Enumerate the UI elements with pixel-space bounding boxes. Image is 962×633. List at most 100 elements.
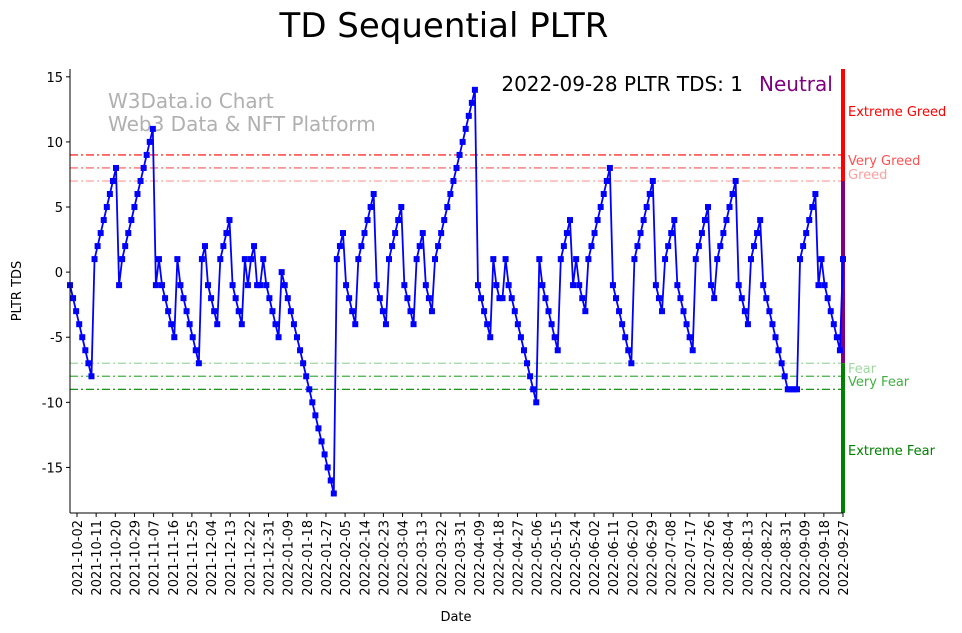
data-point [140, 164, 147, 171]
data-point [827, 308, 834, 315]
data-point [542, 295, 549, 302]
data-point [349, 308, 356, 315]
y-tick-label: -10 [42, 396, 63, 411]
data-point [217, 256, 224, 263]
data-point [152, 282, 159, 289]
data-point [128, 217, 135, 224]
data-point [238, 321, 245, 328]
data-point [444, 204, 451, 211]
x-tick-label: 2021-11-16 [167, 520, 182, 596]
y-axis-label: PLTR TDS [10, 261, 25, 322]
x-tick-label: 2022-09-09 [799, 520, 814, 596]
data-point [195, 360, 202, 367]
data-point [174, 256, 181, 263]
data-point [769, 321, 776, 328]
data-point [729, 190, 736, 197]
x-tick-label: 2021-12-04 [205, 520, 220, 596]
data-point [269, 308, 276, 315]
data-point [570, 282, 577, 289]
data-point [290, 321, 297, 328]
data-point [631, 256, 638, 263]
x-tick-label: 2022-03-22 [435, 520, 450, 596]
data-point [137, 177, 144, 184]
data-point [155, 256, 162, 263]
series-line [69, 89, 844, 494]
data-point [272, 321, 279, 328]
data-point [625, 347, 632, 354]
data-point [487, 334, 494, 341]
data-point [251, 243, 258, 250]
annotation-text: 2022-09-28 PLTR TDS: 1 [501, 72, 743, 96]
data-point [358, 243, 365, 250]
data-point [97, 230, 104, 237]
data-point [662, 256, 669, 263]
level-label-3: Fear [848, 362, 877, 377]
data-point [527, 373, 534, 380]
data-point [524, 360, 531, 367]
data-point [778, 360, 785, 367]
data-point [646, 190, 653, 197]
data-point [336, 243, 343, 250]
data-point [634, 243, 641, 250]
x-tick-label: 2022-06-11 [607, 520, 622, 596]
x-tick-label: 2022-04-27 [511, 520, 526, 596]
data-point [88, 373, 95, 380]
x-tick-label: 2022-08-04 [722, 520, 737, 596]
data-point [198, 256, 205, 263]
data-point [229, 282, 236, 289]
data-point [579, 295, 586, 302]
level-label-0: Extreme Greed [848, 105, 946, 120]
data-point [134, 190, 141, 197]
x-tick-label: 2022-01-27 [320, 520, 335, 596]
data-point [775, 347, 782, 354]
data-point [714, 256, 721, 263]
data-point [566, 217, 573, 224]
data-point [260, 256, 267, 263]
data-point [582, 308, 589, 315]
data-point [717, 243, 724, 250]
data-point [836, 347, 843, 354]
data-point [223, 230, 230, 237]
data-point [392, 230, 399, 237]
data-point [471, 86, 478, 93]
data-point [247, 256, 254, 263]
y-tick-label: -5 [50, 331, 63, 346]
data-point [373, 282, 380, 289]
data-point [180, 295, 187, 302]
data-point [192, 347, 199, 354]
x-tick-label: 2022-03-13 [416, 520, 431, 596]
data-point [300, 360, 307, 367]
data-point [459, 138, 466, 145]
data-point [386, 256, 393, 263]
x-tick-label: 2022-08-22 [760, 520, 775, 596]
x-tick-label: 2022-05-24 [569, 520, 584, 596]
data-point [830, 321, 837, 328]
data-point [622, 334, 629, 341]
data-point [109, 177, 116, 184]
data-point [361, 230, 368, 237]
data-point [352, 321, 359, 328]
data-point [186, 321, 193, 328]
data-point [241, 256, 248, 263]
data-point [257, 282, 264, 289]
level-label-4: Very Fear [848, 375, 910, 390]
data-point [833, 334, 840, 341]
data-point [321, 451, 328, 458]
data-point [493, 282, 500, 289]
data-point [149, 125, 156, 132]
data-point [616, 308, 623, 315]
data-point [723, 217, 730, 224]
data-point [680, 308, 687, 315]
y-tick-label: 0 [55, 266, 63, 281]
data-point [382, 321, 389, 328]
data-point [106, 190, 113, 197]
data-point [478, 295, 485, 302]
data-point [545, 308, 552, 315]
data-point [800, 243, 807, 250]
data-point [450, 177, 457, 184]
data-point [514, 321, 521, 328]
data-point [232, 295, 239, 302]
data-point [619, 321, 626, 328]
data-point [754, 230, 761, 237]
data-point [600, 190, 607, 197]
